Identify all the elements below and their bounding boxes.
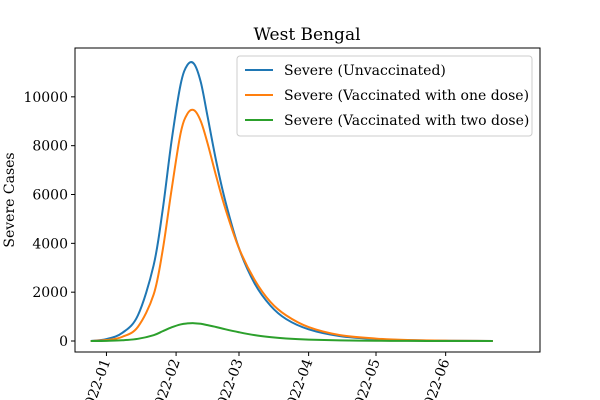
y-tick-label: 4000 [32, 236, 68, 252]
y-tick-label: 8000 [32, 139, 68, 155]
x-tick-label: 2022-01 [79, 357, 114, 400]
series-line-3 [90, 322, 493, 343]
legend: Severe (Unvaccinated) Severe (Vaccinated … [236, 55, 533, 137]
x-tick-label: 2022-04 [281, 357, 316, 400]
legend-entry: Severe (Vaccinated with one dose) [284, 88, 529, 104]
y-tick-label: 2000 [32, 285, 68, 301]
series-line-2 [90, 108, 493, 343]
y-tick-label: 10000 [23, 90, 68, 106]
series-group [90, 61, 493, 343]
y-tick-label: 0 [59, 334, 68, 350]
plot-area-frame [74, 47, 541, 353]
y-axis: 0 2000 4000 6000 8000 10000 [23, 90, 75, 350]
legend-entry: Severe (Vaccinated with two dose) [284, 113, 529, 129]
y-axis-label: Severe Cases [2, 152, 18, 247]
x-axis: 2022-01 2022-02 2022-03 2022-04 2022-05 2022-… [79, 352, 453, 400]
x-tick-label: 2022-06 [418, 357, 453, 400]
x-tick-label: 2022-03 [212, 357, 247, 400]
legend-entry: Severe (Unvaccinated) [284, 63, 446, 79]
x-tick-label: 2022-02 [149, 357, 184, 400]
y-tick-label: 6000 [32, 188, 68, 204]
chart-title: West Bengal [253, 25, 360, 45]
x-tick-label: 2022-05 [349, 357, 384, 400]
legend-box [236, 55, 533, 137]
